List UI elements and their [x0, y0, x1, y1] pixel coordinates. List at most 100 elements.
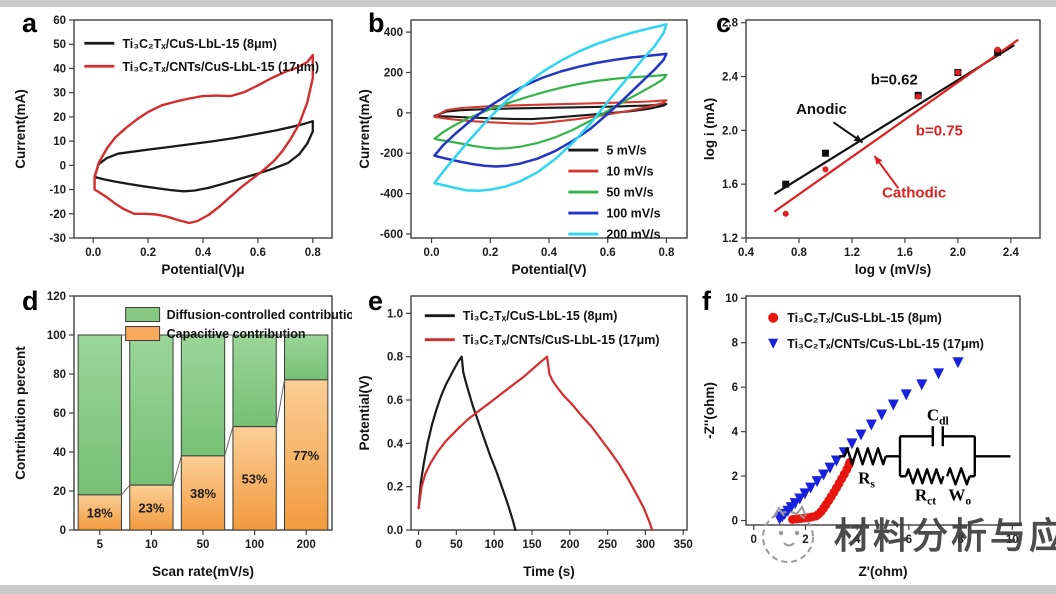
legend-label: 5 mV/s: [606, 144, 646, 158]
bar-diffusion-segment: [232, 334, 277, 428]
y-tick-label: 8: [732, 338, 739, 350]
y-tick-label: 0.6: [387, 395, 403, 407]
y-tick-label: 0: [60, 160, 66, 172]
legend-label: Diffusion-controlled contribution: [167, 308, 352, 322]
x-tick-label: 200: [560, 539, 579, 551]
legend-label: 10 mV/s: [606, 165, 653, 179]
series-line: [93, 53, 314, 225]
annotation-text: b=0.75: [916, 123, 963, 140]
legend-label: 200 mV/s: [606, 228, 660, 242]
series-point: [846, 438, 858, 450]
circuit-lead-right: [969, 455, 1011, 478]
legend-label: Ti₃C₂Tₓ/CNTs/CuS-LbL-15 (17μm): [463, 333, 660, 347]
y-tick-label: 1.0: [387, 308, 403, 320]
bar-percent-label: 77%: [293, 448, 319, 463]
series-point: [794, 493, 806, 505]
panel-letter-f: f: [702, 286, 711, 316]
x-tick-label: 2: [802, 534, 808, 546]
series-point: [799, 488, 811, 500]
x-axis-title: Time (s): [523, 564, 575, 579]
y-tick-label: 30: [53, 88, 66, 100]
circuit-resistor-rs: [843, 447, 887, 466]
x-tick-label: 300: [636, 539, 655, 551]
x-axis-title: Scan rate(mV/s): [152, 564, 254, 579]
panel-d-chart: 0 20 40 60 80 100 120 Scan rate(mV/s) Contributi…: [13, 291, 352, 579]
circuit-capacitor-cdl: [931, 426, 944, 447]
annotation-arrowhead: [853, 134, 863, 143]
annotation-arrowhead: [874, 155, 883, 165]
y-tick-label: -600: [380, 229, 403, 241]
x-category-label: 100: [245, 539, 264, 551]
y-tick-label: 2.0: [722, 125, 738, 137]
y-tick-label: 100: [47, 330, 66, 342]
series-point: [994, 46, 1001, 53]
step-connector: [224, 426, 234, 457]
legend-label: Ti₃C₂Tₓ/CNTs/CuS-LbL-15 (17μm): [122, 60, 319, 74]
series-point: [900, 389, 912, 401]
legend-label: Capacitive contribution: [167, 327, 306, 341]
panel-c-chart: 0.4 0.8 1.2 1.6 2.0 2.4 1.2 1.6 2.0 2.4 2.8 log v (…: [702, 18, 1041, 277]
series-point: [876, 409, 888, 421]
x-tick-label: 0.8: [658, 247, 675, 259]
bar-capacitive-segment: [180, 455, 226, 531]
y-tick-label: 6: [732, 382, 738, 394]
panel-c: c 0.4 0.8 1.2 1.6 2.0 2.4 1.2 1.6 2.0 2.4 2.8 log v…: [700, 6, 1052, 282]
y-tick-label: 40: [53, 63, 66, 75]
y-tick-label: 0: [60, 525, 66, 537]
x-tick-label: 6: [906, 534, 912, 546]
series-point: [782, 210, 789, 217]
top-border-strip: [0, 0, 1056, 7]
x-tick-label: 0.4: [541, 247, 558, 259]
bar-capacitive-segment: [77, 494, 122, 531]
bar-percent-label: 18%: [87, 505, 113, 520]
x-tick-label: 4: [854, 534, 861, 546]
y-tick-label: 50: [53, 39, 66, 51]
legend-label: 100 mV/s: [606, 207, 660, 221]
bar-capacitive-segment: [129, 484, 174, 531]
x-tick-label: 1.2: [844, 247, 860, 259]
panel-b: b 0.0 0.2 0.4 0.6 0.8 -600 -400 -200 0 200 400 Pote…: [355, 6, 695, 282]
legend-marker: [768, 312, 779, 323]
panel-a: a 0.0 0.2 0.4 0.6 0.8 -30 -20 -10 0 10 20 30 40 50 60 P…: [8, 6, 352, 282]
panel-b-chart: 0.0 0.2 0.4 0.6 0.8 -600 -400 -200 0 200 400 Potent…: [357, 19, 688, 277]
panel-letter-a: a: [22, 8, 38, 38]
x-category-label: 50: [197, 539, 210, 551]
y-tick-label: 200: [384, 67, 403, 79]
y-tick-label: -200: [380, 148, 403, 160]
step-connector: [172, 455, 182, 486]
x-tick-label: 350: [674, 539, 693, 551]
x-tick-label: 0.6: [600, 247, 616, 259]
x-axis-title: Potential(V)μ: [161, 262, 244, 277]
x-axis-title: Z'(ohm): [859, 564, 908, 579]
series-point: [821, 149, 829, 157]
panel-f: f 0 2 4 6 8 10 0 2 4 6 8 10 Z'(ohm) -Z''(ohm) Ti₃C₂Tₓ/…: [700, 284, 1052, 584]
y-axis-title: Current(mA): [357, 89, 372, 169]
y-tick-label: 4: [732, 427, 739, 439]
legend-marker: [768, 338, 779, 349]
panel-letter-e: e: [368, 286, 384, 316]
x-axis-title: Potential(V): [511, 262, 586, 277]
y-tick-label: 0.8: [387, 352, 404, 364]
x-tick-label: 2.4: [1003, 247, 1020, 259]
x-category-label: 10: [145, 539, 158, 551]
plot-frame: [410, 19, 688, 239]
x-tick-label: 8: [957, 534, 964, 546]
y-tick-label: -20: [49, 209, 66, 221]
y-axis-title: Current(mA): [13, 89, 28, 169]
x-tick-label: 0: [415, 539, 421, 551]
series-point: [805, 482, 817, 494]
x-tick-label: 2.0: [950, 247, 966, 259]
y-tick-label: 1.6: [722, 179, 738, 191]
x-tick-label: 0.8: [791, 247, 808, 259]
y-tick-label: 1.2: [722, 233, 738, 245]
y-tick-label: 120: [47, 291, 66, 303]
x-tick-label: 50: [450, 539, 463, 551]
circuit-loop-sides: [898, 436, 976, 477]
y-tick-label: 10: [53, 136, 66, 148]
x-tick-label: 0: [751, 534, 757, 546]
panel-letter-b: b: [368, 8, 385, 38]
y-tick-label: 60: [53, 15, 66, 27]
step-connector: [121, 484, 131, 496]
series-line: [417, 355, 517, 532]
y-tick-label: 0.2: [387, 482, 403, 494]
